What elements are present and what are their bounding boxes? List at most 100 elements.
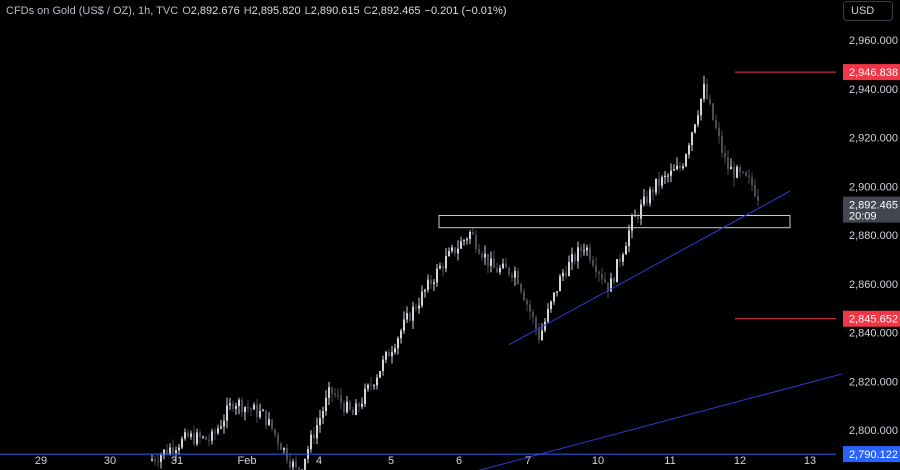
candle-body: [685, 154, 687, 167]
price-tag-box: [843, 310, 900, 327]
price-axis[interactable]: 2,800.000 2,820.000 2,840.000 2,860.000 2,88…: [849, 35, 898, 437]
candle-body: [634, 215, 636, 217]
candle-body: [595, 265, 597, 273]
candle-body: [265, 410, 267, 425]
close-value: 2,892.465: [371, 5, 421, 17]
candle-body: [745, 171, 747, 176]
candle-body: [754, 185, 756, 197]
candle-body: [580, 247, 582, 251]
candle-body: [271, 419, 273, 430]
candle-body: [532, 312, 534, 318]
candle-body: [178, 447, 180, 451]
candle-body: [403, 319, 405, 331]
time-tick-label: Feb: [238, 455, 257, 467]
candle-body: [166, 449, 168, 455]
time-tick-label: 10: [592, 455, 604, 467]
candle-body: [325, 397, 327, 412]
candle-body: [379, 371, 381, 378]
candle-body: [172, 447, 174, 454]
time-tick-label: 13: [804, 455, 816, 467]
candle-body: [712, 103, 714, 120]
candle-body: [208, 439, 210, 441]
candle-body: [259, 411, 261, 418]
candle-body: [529, 304, 531, 313]
candle-body: [658, 178, 660, 186]
bar-countdown: 20:09: [849, 211, 877, 223]
candle-body: [340, 395, 342, 404]
candle-body: [742, 171, 744, 173]
candle-body: [316, 425, 318, 439]
candle-body: [310, 434, 312, 450]
time-axis[interactable]: 29 30 31 Feb 4 5 6 7 10 11 12 13: [35, 455, 816, 467]
time-tick-label: 31: [171, 455, 183, 467]
candle-body: [397, 338, 399, 349]
chart-drawings: [438, 190, 843, 470]
candle-body: [571, 254, 573, 263]
candle-body: [328, 387, 330, 398]
candle-body: [613, 278, 615, 283]
trendline: [478, 373, 843, 470]
candle-body: [262, 410, 264, 412]
candle-body: [421, 291, 423, 306]
price-tag-box: [843, 196, 900, 223]
candle-body: [358, 403, 360, 407]
candle-body: [385, 351, 387, 360]
candle-body: [511, 274, 513, 278]
candle-body: [508, 267, 510, 275]
candle-body: [418, 305, 420, 309]
candle-body: [610, 278, 612, 292]
candle-body: [364, 388, 366, 404]
candle-body: [676, 165, 678, 170]
time-tick-label: 12: [734, 455, 746, 467]
candle-body: [721, 136, 723, 153]
candle-body: [472, 231, 474, 235]
candle-body: [730, 166, 732, 170]
candle-body: [238, 399, 240, 407]
candle-body: [319, 418, 321, 426]
trendline: [508, 190, 791, 346]
open-label: O: [182, 5, 191, 17]
candle-body: [619, 259, 621, 262]
candle-body: [586, 247, 588, 251]
candle-body: [382, 359, 384, 372]
candlestick-series: [151, 75, 759, 470]
candle-body: [718, 128, 720, 137]
candle-body: [484, 253, 486, 258]
candle-body: [649, 189, 651, 204]
candle-body: [415, 306, 417, 309]
candle-body: [535, 317, 537, 329]
candle-body: [703, 83, 705, 99]
candle-body: [673, 169, 675, 171]
candle-body: [427, 279, 429, 290]
high-value: 2,895.820: [251, 5, 301, 17]
close-label: C: [363, 5, 372, 17]
time-tick-label: 6: [456, 455, 462, 467]
time-tick-label: 29: [35, 455, 47, 467]
price-tag-label: 2,845.652: [849, 314, 898, 326]
candle-body: [457, 248, 459, 254]
currency-button[interactable]: USD: [843, 1, 893, 21]
candle-body: [409, 313, 411, 321]
price-tick-label: 2,940.000: [849, 84, 898, 96]
candle-body: [250, 408, 252, 410]
candle-body: [565, 272, 567, 276]
candle-body: [313, 434, 315, 439]
candle-body: [160, 455, 162, 462]
time-tick-label: 11: [664, 455, 675, 467]
candle-body: [679, 165, 681, 169]
candle-body: [601, 273, 603, 280]
candle-body: [622, 254, 624, 262]
candle-body: [478, 249, 480, 254]
candle-body: [589, 247, 591, 261]
candle-body: [373, 385, 375, 387]
candle-body: [430, 279, 432, 285]
candle-body: [574, 254, 576, 262]
candle-body: [562, 272, 564, 277]
candle-body: [376, 377, 378, 386]
candle-body: [217, 428, 219, 433]
candle-body: [229, 403, 231, 406]
price-tick-label: 2,860.000: [849, 279, 898, 291]
candle-body: [163, 449, 165, 456]
candle-body: [400, 330, 402, 339]
